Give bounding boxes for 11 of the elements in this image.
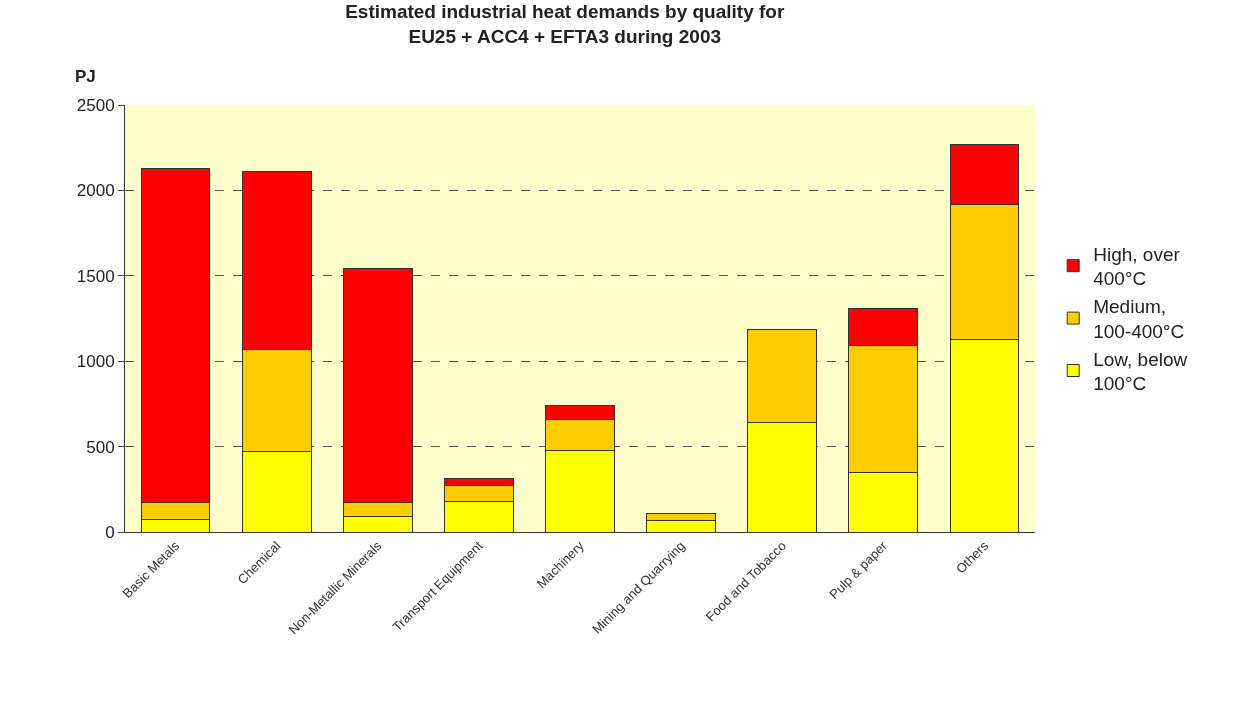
legend-label: Low, below 100°C [1093, 348, 1188, 395]
legend-label: Medium, 100-400°C [1093, 296, 1185, 342]
y-tick-label: 1000 [76, 352, 115, 372]
y-tick-label: 0 [105, 522, 115, 542]
y-tick-label: 500 [86, 437, 115, 457]
legend-label: High, over 400°C [1093, 243, 1181, 290]
y-axis-title: PJ [75, 67, 96, 86]
y-tick-label: 2500 [76, 95, 115, 115]
y-tick-label: 1500 [76, 266, 115, 286]
chart-title: Estimated industrial heat demands by quality for EU25 + ACC4 + EFTA3 during 2003 [345, 0, 785, 47]
y-tick-label: 2000 [76, 181, 115, 201]
